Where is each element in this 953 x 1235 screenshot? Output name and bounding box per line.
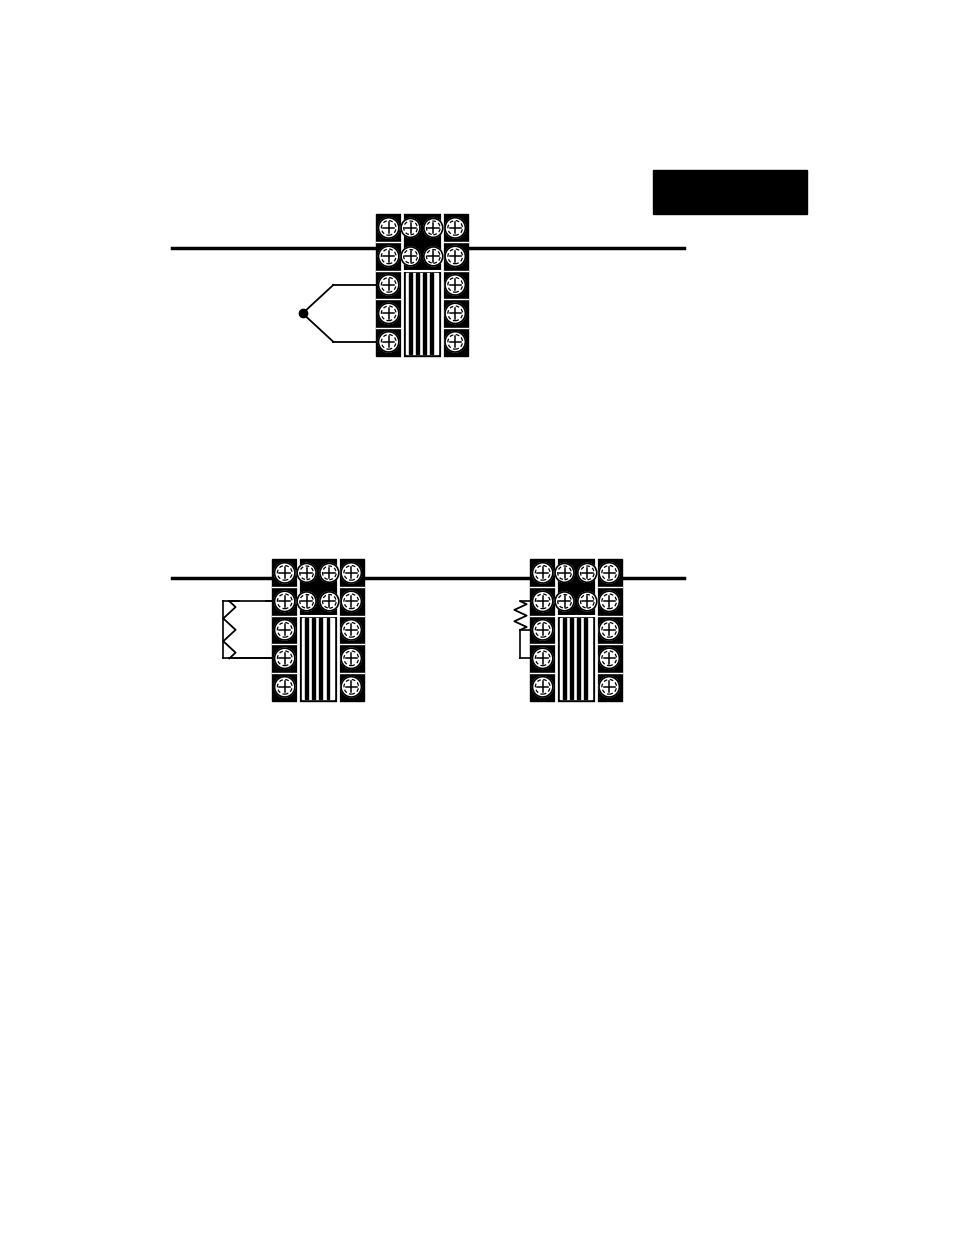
- Bar: [312, 618, 314, 699]
- Circle shape: [598, 677, 618, 697]
- Bar: [584, 618, 586, 699]
- Circle shape: [378, 246, 398, 267]
- Bar: [319, 618, 322, 699]
- Bar: [305, 618, 308, 699]
- Circle shape: [400, 219, 419, 237]
- Circle shape: [341, 563, 361, 583]
- Circle shape: [444, 217, 465, 238]
- Circle shape: [341, 677, 361, 697]
- Circle shape: [423, 219, 442, 237]
- Bar: [409, 273, 411, 353]
- Circle shape: [341, 620, 361, 640]
- Circle shape: [532, 620, 552, 640]
- Circle shape: [444, 304, 465, 324]
- Circle shape: [444, 246, 465, 267]
- Circle shape: [532, 677, 552, 697]
- Circle shape: [400, 247, 419, 266]
- Bar: [272, 558, 364, 701]
- Circle shape: [532, 592, 552, 611]
- Bar: [326, 618, 329, 699]
- Circle shape: [444, 274, 465, 295]
- Circle shape: [598, 620, 618, 640]
- Bar: [559, 618, 591, 699]
- Circle shape: [423, 247, 442, 266]
- Circle shape: [598, 563, 618, 583]
- Circle shape: [274, 677, 294, 697]
- Bar: [302, 618, 334, 699]
- Circle shape: [274, 620, 294, 640]
- Circle shape: [555, 563, 574, 583]
- Circle shape: [578, 592, 597, 611]
- Circle shape: [378, 332, 398, 352]
- Bar: [430, 273, 433, 353]
- Bar: [375, 214, 468, 356]
- Circle shape: [598, 592, 618, 611]
- Bar: [577, 618, 579, 699]
- Circle shape: [555, 592, 574, 611]
- Circle shape: [532, 648, 552, 668]
- Circle shape: [296, 592, 315, 611]
- Circle shape: [341, 592, 361, 611]
- Bar: [529, 558, 621, 701]
- Circle shape: [378, 274, 398, 295]
- Bar: [423, 273, 425, 353]
- Bar: [652, 169, 806, 215]
- Circle shape: [319, 592, 338, 611]
- Circle shape: [378, 217, 398, 238]
- Bar: [562, 618, 565, 699]
- Circle shape: [578, 563, 597, 583]
- Bar: [406, 273, 437, 353]
- Circle shape: [274, 648, 294, 668]
- Circle shape: [444, 332, 465, 352]
- Circle shape: [378, 304, 398, 324]
- Bar: [416, 273, 418, 353]
- Circle shape: [274, 563, 294, 583]
- Circle shape: [296, 563, 315, 583]
- Circle shape: [598, 648, 618, 668]
- Bar: [570, 618, 572, 699]
- Circle shape: [532, 563, 552, 583]
- Circle shape: [341, 648, 361, 668]
- Circle shape: [319, 563, 338, 583]
- Circle shape: [274, 592, 294, 611]
